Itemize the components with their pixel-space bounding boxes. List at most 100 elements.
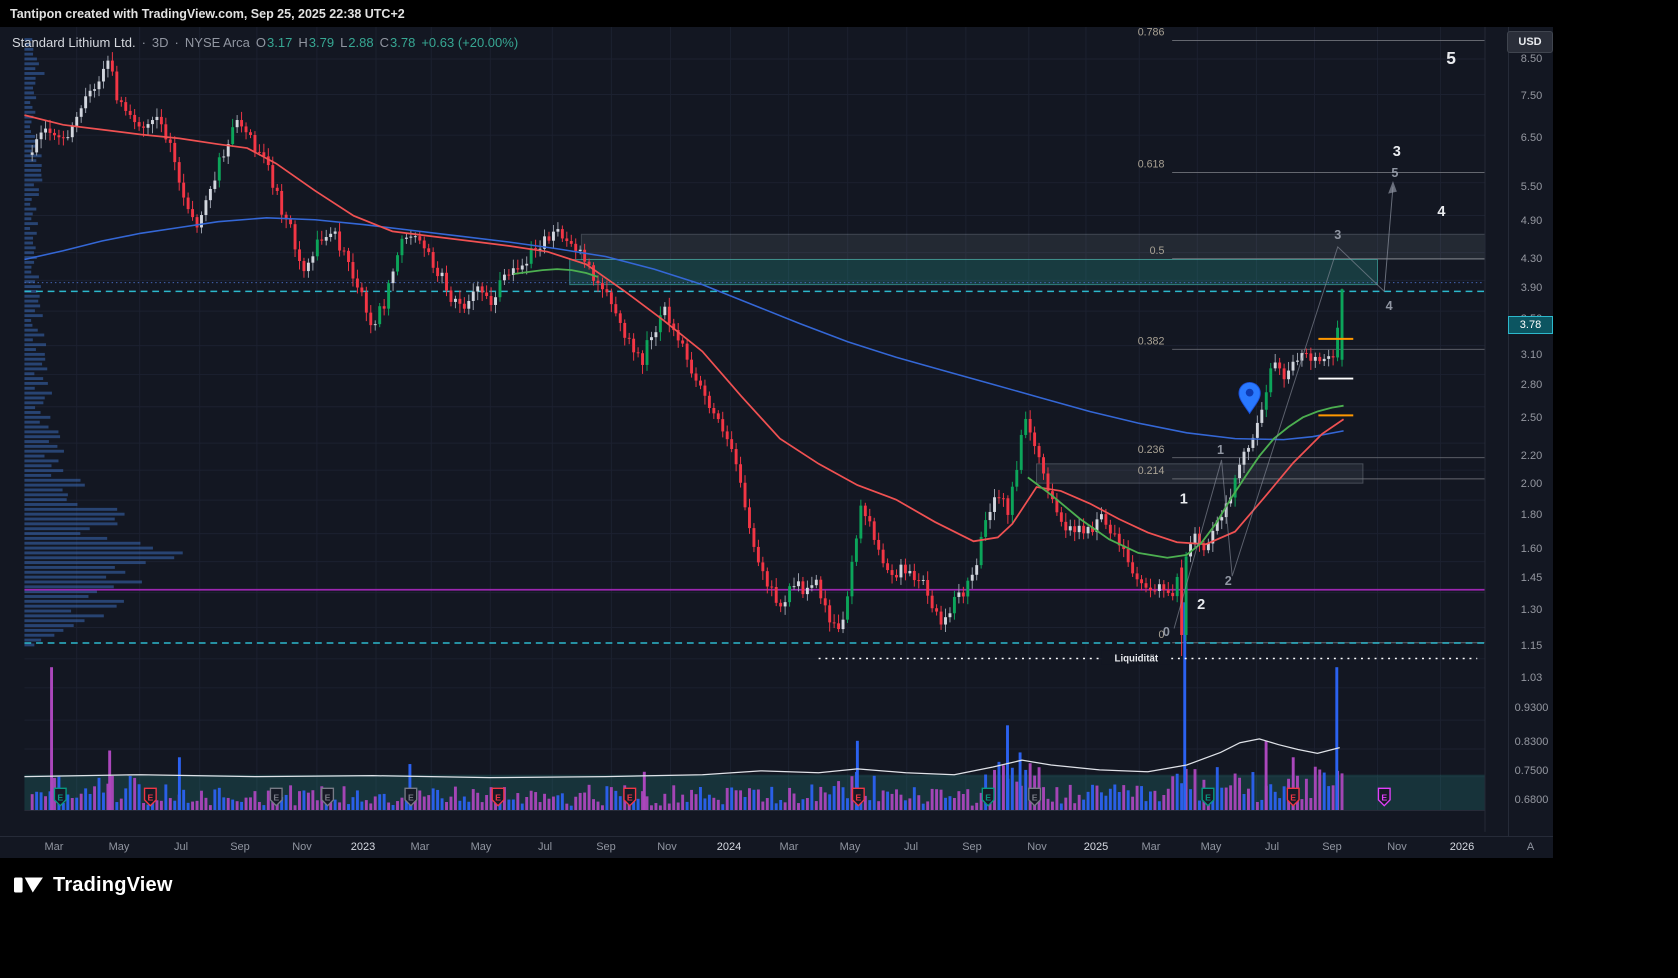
price-scale-label: 1.15 bbox=[1520, 639, 1543, 652]
svg-text:E: E bbox=[985, 792, 991, 802]
wave-label[interactable]: 5 bbox=[1446, 48, 1456, 68]
price-scale[interactable]: 8.507.506.505.504.904.303.903.503.102.80… bbox=[1508, 27, 1553, 836]
chart-widget: 0.786 0.618 0.5 0.382 0.236 0.214 0 Liquidität 1… bbox=[0, 27, 1553, 858]
wave-label[interactable]: 0 bbox=[1163, 625, 1170, 639]
price-scale-label: 4.90 bbox=[1520, 214, 1543, 227]
time-scale-label: Sep bbox=[596, 841, 616, 853]
ohlc-low: L2.88 bbox=[340, 35, 374, 50]
earnings-badge[interactable]: E bbox=[404, 787, 418, 807]
legend-separator: · bbox=[141, 35, 146, 50]
price-scale-label: 2.80 bbox=[1520, 378, 1543, 391]
earnings-badge[interactable]: E bbox=[1028, 787, 1042, 807]
price-scale-label: 0.6800 bbox=[1514, 794, 1549, 807]
tradingview-logo[interactable]: TradingView bbox=[14, 873, 173, 897]
time-scale-label: Nov bbox=[657, 841, 677, 853]
time-scale-label: Jul bbox=[903, 841, 919, 853]
exchange-label: NYSE Arca bbox=[184, 35, 250, 50]
earnings-badge[interactable]: E bbox=[53, 787, 67, 807]
wave-label[interactable]: 4 bbox=[1437, 204, 1445, 220]
ma-green-line bbox=[1027, 404, 1344, 559]
wave-label[interactable]: 1 bbox=[1180, 492, 1188, 508]
symbol-name[interactable]: Standard Lithium Ltd. bbox=[12, 35, 136, 50]
ma-red-line bbox=[24, 114, 1345, 546]
time-scale-label: Nov bbox=[1027, 841, 1047, 853]
svg-text:E: E bbox=[1032, 792, 1038, 802]
ohlc-close: C3.78 bbox=[379, 35, 416, 50]
earnings-badge[interactable]: E bbox=[1286, 787, 1300, 807]
svg-text:E: E bbox=[495, 792, 501, 802]
time-scale-label: Nov bbox=[1387, 841, 1407, 853]
svg-text:E: E bbox=[627, 792, 633, 802]
earnings-badge[interactable]: E bbox=[981, 787, 995, 807]
earnings-badge[interactable]: E bbox=[851, 787, 865, 807]
tradingview-wordmark: TradingView bbox=[53, 873, 173, 896]
price-scale-label: 2.00 bbox=[1520, 477, 1543, 490]
grid bbox=[24, 27, 1485, 811]
time-scale-label: Jul bbox=[1264, 841, 1280, 853]
last-price-tag: 3.78 bbox=[1508, 315, 1553, 334]
price-scale-label: 2.20 bbox=[1520, 449, 1543, 462]
interval-label[interactable]: 3D bbox=[151, 35, 169, 50]
time-scale-label: May bbox=[470, 841, 492, 853]
earnings-badge[interactable]: E bbox=[1201, 787, 1215, 807]
earnings-badge[interactable]: E bbox=[1377, 787, 1391, 807]
fib-label: 0.786 bbox=[1138, 27, 1165, 39]
fib-label: 0 bbox=[1158, 629, 1164, 641]
price-scale-label: 6.50 bbox=[1520, 131, 1543, 144]
wave-label[interactable]: 1 bbox=[1217, 443, 1224, 457]
supply-demand-zones bbox=[569, 233, 1486, 484]
time-scale-label: Jul bbox=[537, 841, 553, 853]
liquidity-line: Liquidität bbox=[818, 650, 1478, 664]
wave-label[interactable]: 2 bbox=[1225, 574, 1232, 588]
ma-green-segment bbox=[513, 268, 599, 278]
svg-text:E: E bbox=[1290, 792, 1296, 802]
earnings-badge[interactable]: E bbox=[321, 787, 335, 807]
time-scale-label: 2026 bbox=[1449, 841, 1475, 853]
wave-label[interactable]: 3 bbox=[1393, 144, 1401, 160]
price-scale-label: 3.10 bbox=[1520, 348, 1543, 361]
time-scale-label: 2025 bbox=[1083, 841, 1109, 853]
time-scale-label: Mar bbox=[779, 841, 799, 853]
pane-borders bbox=[24, 27, 1486, 832]
price-scale-label: 0.7500 bbox=[1514, 765, 1549, 778]
price-scale-label: 4.30 bbox=[1520, 252, 1543, 265]
earnings-badge[interactable]: E bbox=[623, 787, 637, 807]
ohlc-high: H3.79 bbox=[298, 35, 335, 50]
fib-label: 0.236 bbox=[1138, 444, 1165, 456]
price-scale-label: 8.50 bbox=[1520, 52, 1543, 65]
price-scale-label: 1.03 bbox=[1520, 672, 1543, 685]
earnings-badge[interactable]: E bbox=[269, 787, 283, 807]
liquidity-label: Liquidität bbox=[1115, 653, 1159, 664]
chart-canvas[interactable]: 0.786 0.618 0.5 0.382 0.236 0.214 0 Liquidität 1… bbox=[0, 27, 1553, 858]
time-scale-label: Sep bbox=[230, 841, 250, 853]
footer-bar: TradingView bbox=[0, 858, 1678, 978]
earnings-badge[interactable]: E bbox=[143, 787, 157, 807]
attribution-bar: Tantipon created with TradingView.com, S… bbox=[0, 0, 1678, 27]
legend-separator: · bbox=[174, 35, 179, 50]
horizontal-lines bbox=[24, 282, 1485, 644]
tradingview-logo-icon bbox=[14, 877, 43, 893]
svg-text:E: E bbox=[1381, 792, 1387, 802]
earnings-badge[interactable]: E bbox=[491, 787, 505, 807]
wave-label[interactable]: 5 bbox=[1391, 166, 1398, 180]
location-pin-icon[interactable] bbox=[1238, 382, 1261, 415]
wave-label[interactable]: 2 bbox=[1197, 597, 1205, 613]
price-scale-label: 1.60 bbox=[1520, 543, 1543, 556]
time-scale-label: Mar bbox=[44, 841, 64, 853]
currency-button[interactable]: USD bbox=[1507, 31, 1553, 53]
wave-lines bbox=[1173, 180, 1397, 629]
time-scale-label: 2023 bbox=[350, 841, 376, 853]
timescale-corner-label[interactable]: A bbox=[1526, 841, 1535, 853]
time-scale-label: May bbox=[108, 841, 130, 853]
wave-label[interactable]: 4 bbox=[1386, 299, 1393, 313]
fib-label: 0.618 bbox=[1138, 159, 1165, 171]
svg-text:E: E bbox=[147, 792, 153, 802]
time-scale[interactable]: A Mar May Jul Sep Nov 2023 Mar May Jul Sep Nov 2024… bbox=[0, 836, 1553, 858]
time-scale-label: 2024 bbox=[716, 841, 742, 853]
volume-profile bbox=[24, 38, 183, 647]
wave-label[interactable]: 3 bbox=[1334, 228, 1341, 242]
svg-text:E: E bbox=[1205, 792, 1211, 802]
change-label: +0.63 (+20.00%) bbox=[421, 35, 519, 50]
volume-ma-line bbox=[24, 738, 1340, 779]
